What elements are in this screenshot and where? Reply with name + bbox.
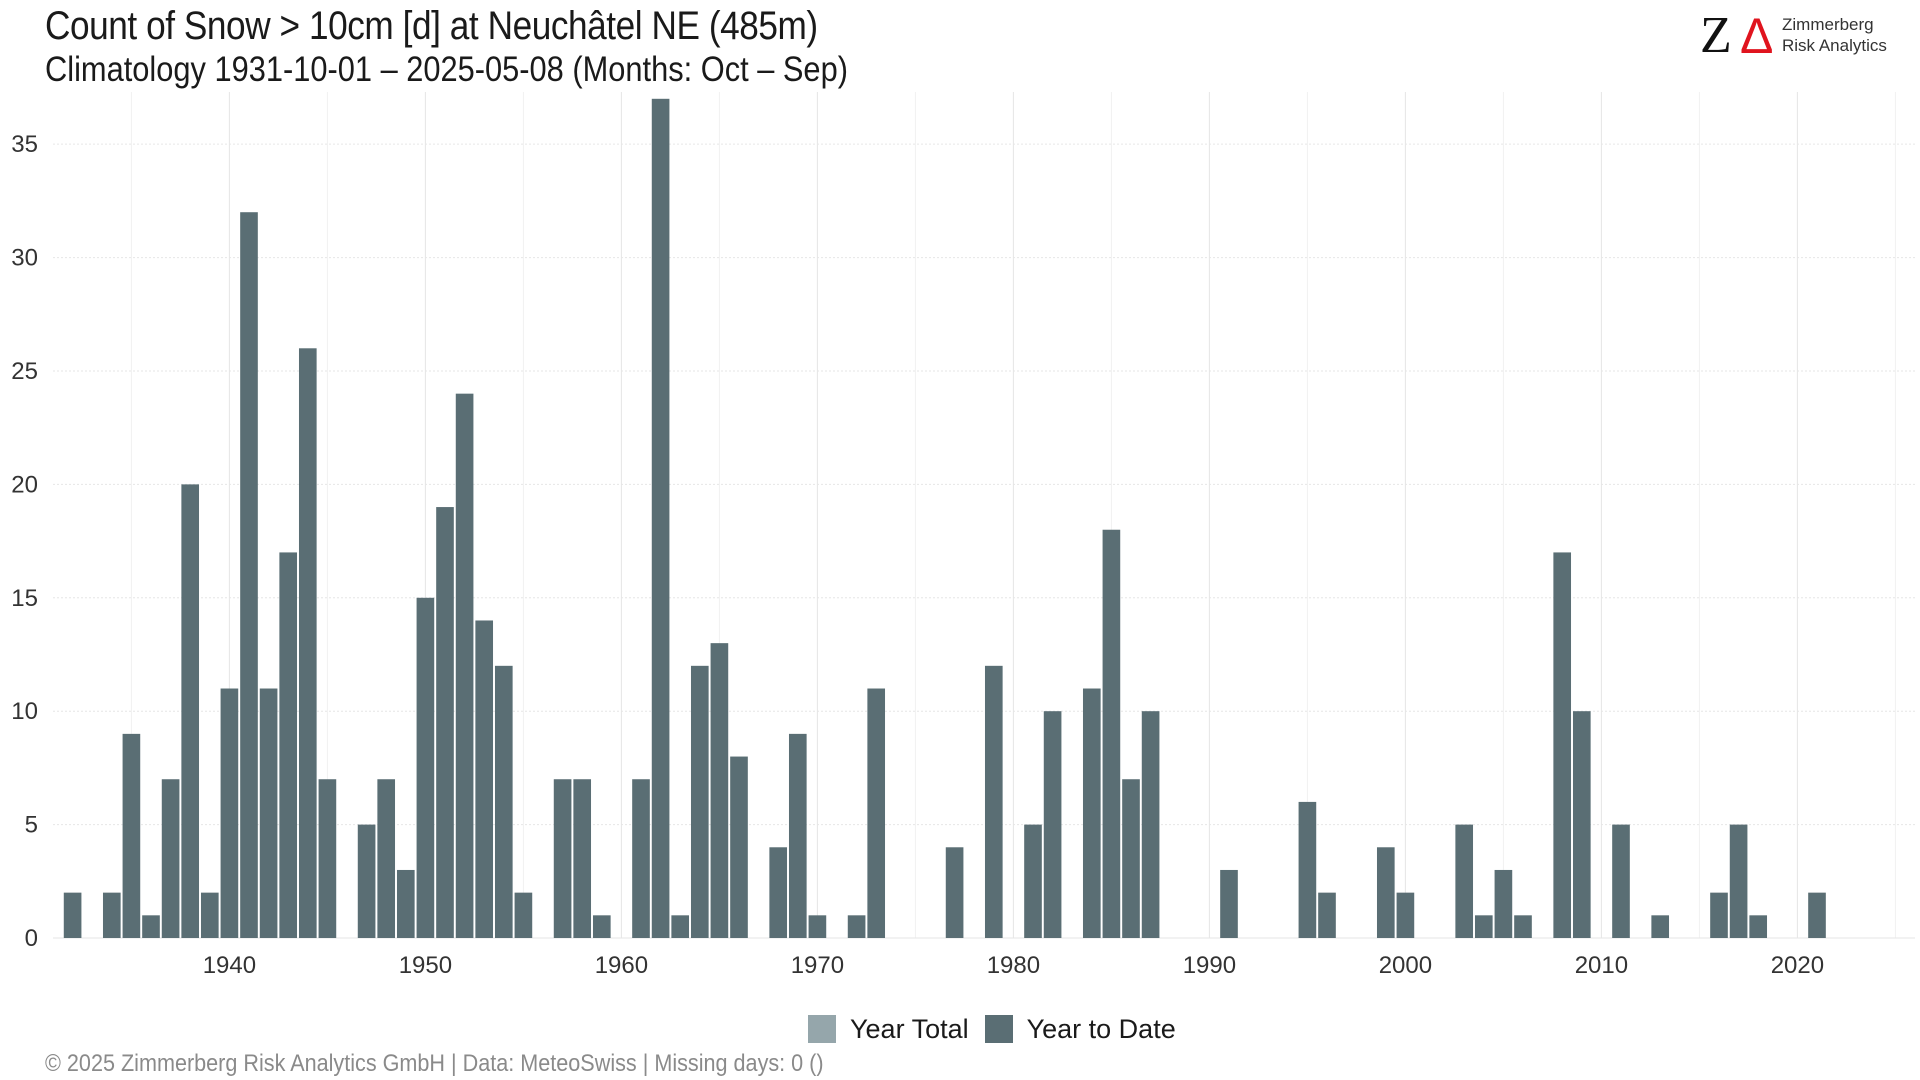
bar-1965	[710, 643, 729, 938]
company-logo: Z Δ Zimmerberg Risk Analytics	[1700, 7, 1910, 65]
bar-1942	[259, 688, 278, 938]
bar-1972	[847, 915, 866, 938]
x-tick-label: 2000	[1379, 952, 1432, 979]
logo-delta-icon: Δ	[1740, 8, 1774, 64]
y-tick-label: 25	[11, 358, 38, 385]
bar-1963	[671, 915, 690, 938]
bar-2003	[1455, 824, 1474, 938]
bar-2004	[1474, 915, 1493, 938]
x-tick-label: 2010	[1575, 952, 1628, 979]
y-tick-label: 15	[11, 585, 38, 612]
bar-1985	[1102, 529, 1121, 938]
bar-1991	[1220, 869, 1238, 938]
bar-1958	[573, 779, 592, 938]
legend-item-year-total: Year Total	[808, 1014, 969, 1045]
chart-subtitle: Climatology 1931-10-01 – 2025-05-08 (Mon…	[45, 50, 848, 89]
logo-line-1: Zimmerberg	[1782, 15, 1874, 34]
bar-1981	[1024, 824, 1042, 938]
logo-line-2: Risk Analytics	[1782, 36, 1887, 55]
bar-2000	[1396, 892, 1415, 938]
bar-1984	[1082, 688, 1101, 938]
bar-2006	[1514, 915, 1532, 938]
footer-credits: © 2025 Zimmerberg Risk Analytics GmbH | …	[45, 1050, 824, 1077]
bar-1968	[769, 847, 788, 938]
bar-1943	[279, 552, 298, 938]
y-tick-label: 0	[25, 925, 38, 952]
bar-2018	[1749, 915, 1768, 938]
x-axis-ticks: 1940 1950 1960 1970 1980 1990 2000 2010 2020	[203, 952, 1824, 979]
x-tick-label: 1940	[203, 952, 256, 979]
bar-1999	[1376, 847, 1395, 938]
bar-1954	[494, 665, 513, 938]
bar-1932	[63, 892, 82, 938]
x-tick-label: 1950	[399, 952, 452, 979]
legend-label-year-total: Year Total	[850, 1013, 969, 1044]
x-tick-label: 1990	[1183, 952, 1236, 979]
bar-1950	[416, 597, 435, 938]
y-axis-ticks: 0 5 10 15 20 25 30 35	[11, 131, 38, 952]
bar-2017	[1729, 824, 1748, 938]
y-tick-label: 20	[11, 471, 38, 498]
legend-swatch-year-to-date	[984, 1015, 1013, 1043]
bar-2011	[1612, 824, 1630, 938]
bar-1947	[357, 824, 376, 938]
bar-1982	[1043, 711, 1062, 938]
bar-1959	[592, 915, 611, 938]
bar-1951	[436, 507, 454, 938]
x-tick-label: 2020	[1771, 952, 1824, 979]
logo-text: Zimmerberg Risk Analytics	[1782, 14, 1887, 56]
bar-chart: 0 5 10 15 20 25 30 35 1940 1950 1960 1970 1980 1990 2…	[11, 92, 1915, 979]
bar-2005	[1494, 869, 1513, 938]
bar-1961	[632, 779, 650, 938]
legend-swatch-year-total	[808, 1015, 836, 1043]
bar-1938	[181, 484, 200, 938]
bar-1941	[240, 212, 258, 938]
chart-title: Count of Snow > 10cm [d] at Neuchâtel NE…	[45, 4, 818, 48]
logo-z-mark: Z	[1700, 7, 1732, 64]
bar-1996	[1318, 892, 1336, 938]
bar-1937	[161, 779, 180, 938]
bar-2021	[1808, 892, 1826, 938]
bar-1970	[808, 915, 827, 938]
bar-1949	[396, 869, 415, 938]
bar-1964	[690, 665, 709, 938]
legend-item-year-to-date: Year to Date	[984, 1013, 1176, 1045]
bar-1940	[220, 688, 239, 938]
bar-2008	[1553, 552, 1572, 938]
legend-label-year-to-date: Year to Date	[1026, 1013, 1176, 1044]
bar-1952	[455, 393, 474, 938]
bar-1955	[514, 892, 533, 938]
x-tick-label: 1980	[987, 952, 1040, 979]
x-tick-label: 1960	[595, 952, 648, 979]
bar-1987	[1141, 711, 1160, 938]
bar-1962	[651, 98, 670, 939]
bar-2009	[1572, 711, 1591, 938]
bar-1934	[102, 892, 121, 938]
bar-1953	[475, 620, 494, 938]
y-tick-label: 5	[25, 812, 38, 839]
chart-bars	[63, 98, 1826, 939]
bar-1969	[788, 733, 807, 938]
bar-2013	[1651, 915, 1670, 938]
x-tick-label: 1970	[791, 952, 844, 979]
bar-1939	[200, 892, 219, 938]
bar-1973	[867, 688, 886, 938]
chart-legend: Year Total Year to Date	[808, 1014, 1192, 1044]
bar-1966	[730, 756, 748, 938]
bar-1995	[1298, 801, 1317, 938]
bar-1948	[377, 779, 396, 938]
bar-1986	[1122, 779, 1140, 938]
y-tick-label: 10	[11, 698, 38, 725]
y-tick-label: 35	[11, 131, 38, 158]
bar-1936	[142, 915, 160, 938]
bar-1945	[318, 779, 337, 938]
bar-1977	[945, 847, 964, 938]
bar-1979	[984, 665, 1003, 938]
y-tick-label: 30	[11, 245, 38, 272]
bar-1957	[553, 779, 572, 938]
bar-1935	[122, 733, 141, 938]
bar-2016	[1710, 892, 1728, 938]
bar-1944	[298, 348, 317, 938]
